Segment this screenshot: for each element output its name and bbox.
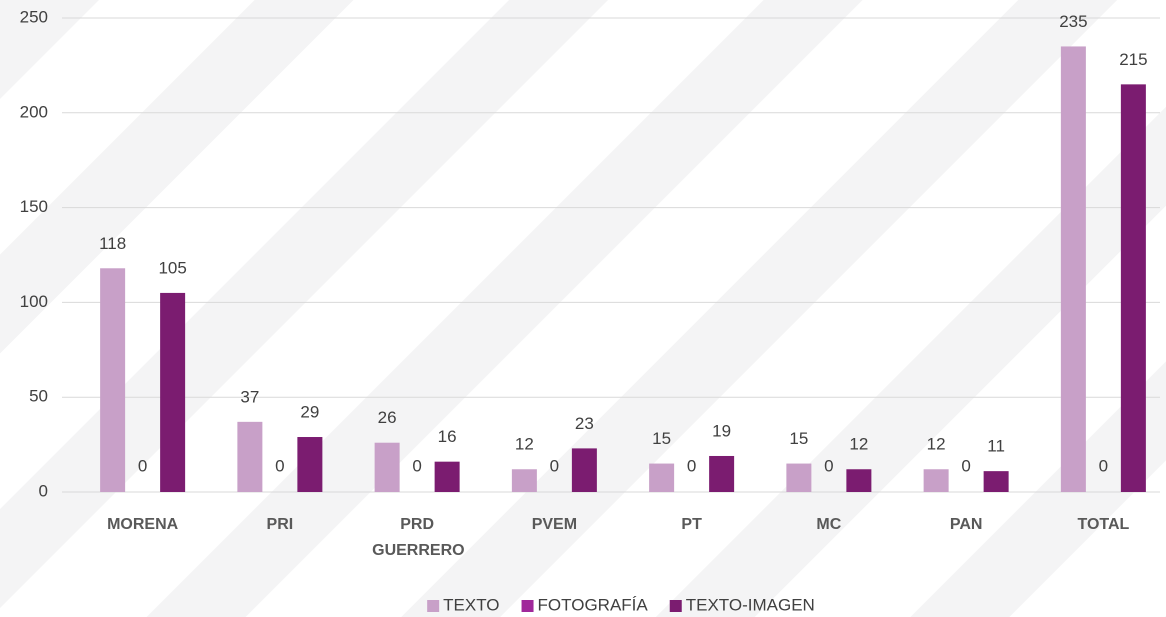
legend-swatch [427, 600, 440, 612]
x-tick-label: PRD GUERRERO [372, 516, 465, 559]
legend-label: TEXTO [443, 595, 499, 614]
data-label: 0 [824, 456, 833, 475]
data-label: 105 [158, 258, 186, 277]
bar [374, 442, 400, 492]
data-label: 23 [575, 414, 594, 433]
x-tick-label: PVEM [531, 516, 578, 533]
x-tick-label: TOTAL [1077, 516, 1130, 533]
data-label: 0 [550, 456, 559, 475]
y-tick-label: 150 [20, 197, 48, 216]
data-label: 12 [515, 435, 534, 454]
bar [983, 471, 1009, 492]
data-label: 26 [378, 408, 397, 427]
legend-label: FOTOGRAFÍA [538, 595, 649, 614]
legend-label: TEXTO-IMAGEN [686, 595, 815, 614]
data-label: 11 [987, 437, 1005, 456]
data-label: 118 [99, 234, 126, 253]
data-label: 12 [927, 435, 946, 454]
legend-swatch [669, 600, 682, 612]
bar [571, 448, 597, 492]
y-tick-label: 100 [20, 292, 48, 311]
bar [846, 469, 872, 492]
data-label: 0 [961, 456, 970, 475]
bar [923, 469, 949, 492]
data-label: 235 [1059, 12, 1087, 31]
x-tick-label: MC [816, 516, 842, 533]
x-tick-label: MORENA [107, 516, 179, 533]
data-label: 15 [789, 429, 808, 448]
data-label: 29 [300, 403, 319, 422]
data-label: 12 [849, 435, 868, 454]
bar [1120, 84, 1146, 493]
bar [511, 469, 537, 492]
x-tick-label: PRI [266, 516, 294, 533]
data-label: 0 [275, 456, 284, 475]
data-label: 0 [138, 456, 147, 475]
y-tick-label: 50 [29, 387, 48, 406]
bar [649, 463, 675, 492]
data-label: 15 [652, 429, 671, 448]
bar [160, 292, 186, 492]
y-tick-label: 200 [20, 102, 48, 121]
bar [100, 268, 126, 492]
legend-swatch [521, 600, 534, 612]
data-label: 16 [438, 427, 457, 446]
data-label: 0 [412, 456, 421, 475]
bar [709, 455, 735, 492]
y-tick-label: 0 [39, 481, 48, 500]
bar [434, 461, 460, 492]
data-label: 19 [712, 421, 731, 440]
x-tick-label: PAN [949, 516, 983, 533]
bar [297, 437, 323, 492]
data-label: 0 [1099, 456, 1108, 475]
bar [237, 421, 263, 492]
data-label: 215 [1119, 50, 1147, 69]
y-tick-label: 250 [20, 7, 48, 26]
data-label: 37 [240, 387, 259, 406]
bar [786, 463, 812, 492]
data-label: 0 [687, 456, 696, 475]
x-tick-label: PT [681, 516, 702, 533]
bar [1060, 46, 1086, 492]
